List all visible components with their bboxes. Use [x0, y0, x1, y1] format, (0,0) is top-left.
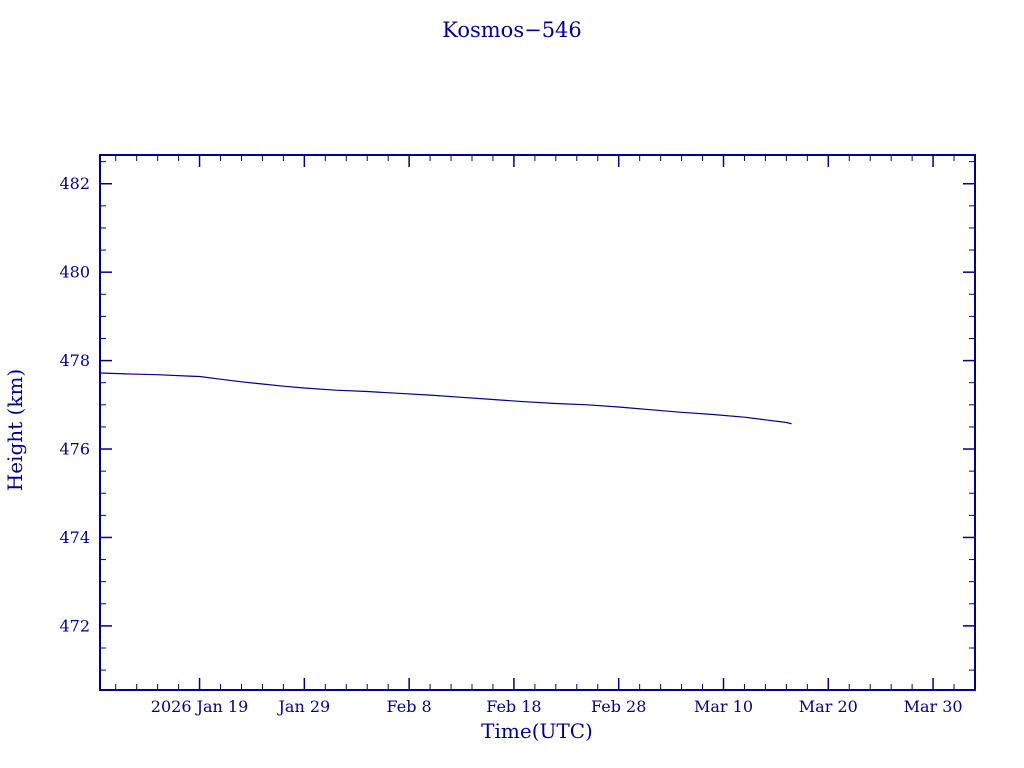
plot-box	[99, 154, 976, 691]
chart-title: Kosmos−546	[442, 18, 582, 42]
series-height-km	[99, 372, 792, 425]
y-axis-label: Height (km)	[3, 369, 27, 491]
x-tick-label: Mar 20	[799, 697, 858, 716]
y-tick-label: 482	[59, 174, 90, 193]
y-tick-label: 478	[59, 351, 90, 370]
x-tick-label: Jan 29	[276, 697, 330, 716]
y-tick-label: 476	[59, 440, 90, 459]
x-tick-label: Feb 8	[387, 697, 432, 716]
x-tick-label: Feb 18	[486, 697, 541, 716]
y-tick-label: 480	[59, 263, 90, 282]
y-tick-label: 472	[59, 616, 90, 635]
x-tick-label: 2026 Jan 19	[151, 697, 249, 716]
x-tick-label: Mar 30	[904, 697, 963, 716]
x-tick-label: Mar 10	[694, 697, 753, 716]
x-axis-label: Time(UTC)	[481, 719, 593, 743]
plot-area: 472 474 476 478 480 482 2026 Jan 19 Jan 29 Feb 8…	[59, 154, 976, 716]
x-tick-label: Feb 28	[591, 697, 646, 716]
y-tick-label: 474	[59, 528, 90, 547]
